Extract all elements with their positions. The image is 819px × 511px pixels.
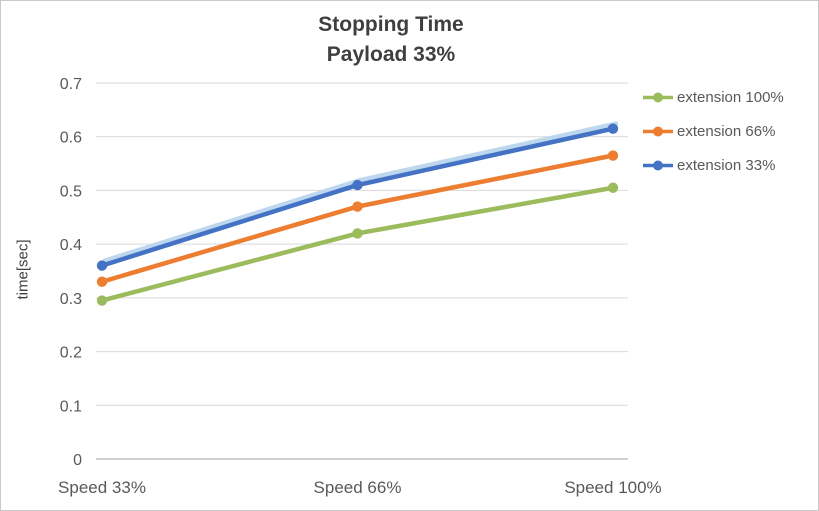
- y-tick-label: 0: [73, 452, 82, 469]
- chart-title-block: Stopping Time Payload 33%: [1, 10, 781, 71]
- y-tick-label: 0.6: [60, 130, 82, 147]
- chart-subtitle: Payload 33%: [326, 43, 456, 67]
- y-tick-label: 0.5: [60, 183, 82, 200]
- data-point-marker: [96, 276, 108, 287]
- legend-marker-icon: [643, 160, 673, 171]
- legend-marker-icon: [643, 92, 673, 103]
- legend-label: extension 66%: [677, 123, 776, 140]
- legend-item-extension-100-: extension 100%: [643, 89, 784, 106]
- y-tick-label: 0.7: [60, 76, 82, 93]
- y-tick-label: 0.2: [60, 345, 82, 362]
- data-point-marker: [607, 123, 619, 134]
- x-tick-label: Speed 66%: [314, 478, 402, 497]
- legend: extension 100% extension 66% extension 33%: [643, 89, 784, 174]
- data-point-marker: [352, 228, 363, 239]
- x-tick-label: Speed 33%: [58, 478, 146, 497]
- series-line-extension-33-: [99, 126, 616, 268]
- data-point-marker: [352, 201, 363, 212]
- series-glow-extension-33-: [102, 121, 619, 263]
- series-line-extension-66-: [99, 153, 616, 284]
- data-point-marker: [607, 182, 619, 193]
- legend-item-extension-66-: extension 66%: [643, 123, 784, 140]
- chart-title: Stopping Time: [318, 13, 464, 36]
- data-point-marker: [96, 295, 108, 306]
- y-tick-label: 0.1: [60, 398, 82, 415]
- data-point-marker: [607, 150, 619, 161]
- y-tick-label: 0.3: [60, 291, 82, 308]
- data-point-marker: [96, 260, 108, 271]
- y-tick-label: 0.4: [60, 237, 82, 254]
- legend-label: extension 33%: [677, 157, 776, 174]
- legend-marker-icon: [643, 126, 673, 137]
- legend-item-extension-33-: extension 33%: [643, 157, 784, 174]
- x-tick-label: Speed 100%: [564, 478, 661, 497]
- legend-label: extension 100%: [677, 89, 784, 106]
- data-point-marker: [352, 179, 363, 191]
